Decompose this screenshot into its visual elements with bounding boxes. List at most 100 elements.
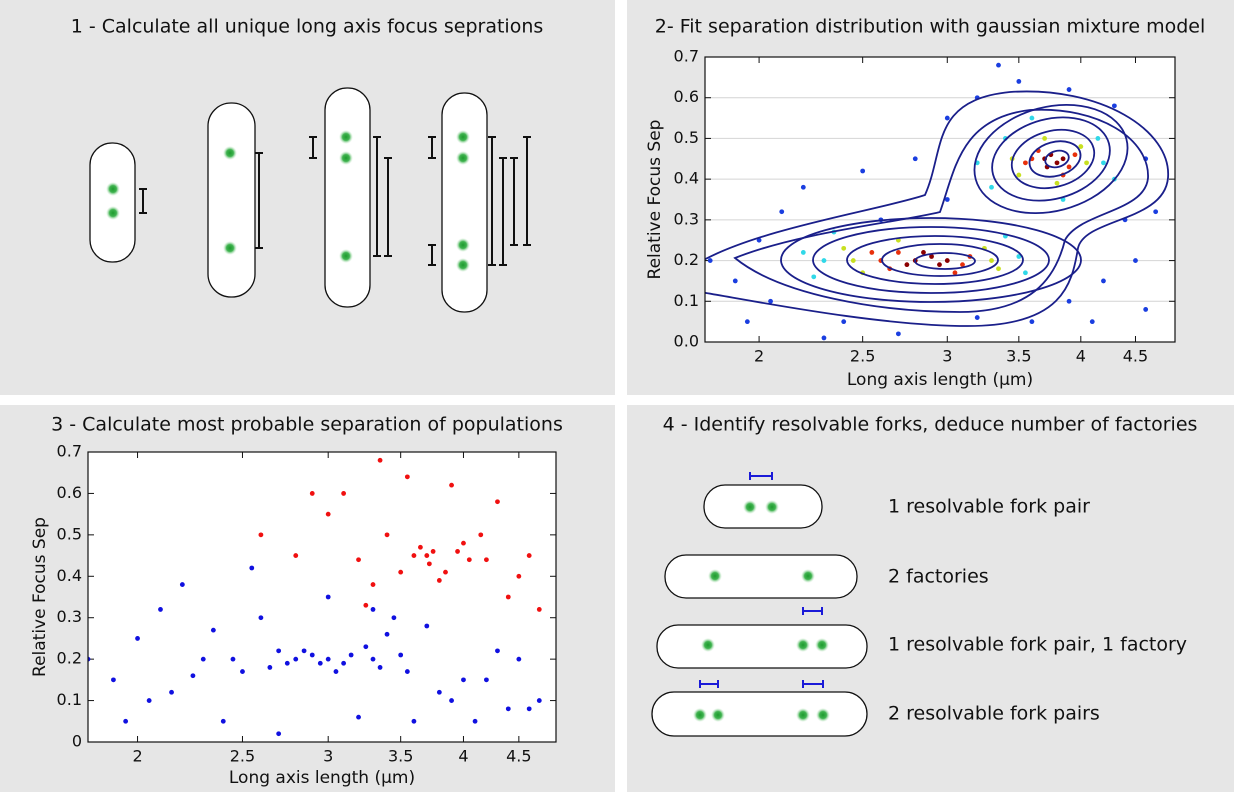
point: [944, 197, 950, 202]
y-tick-label: 0.0: [674, 332, 699, 351]
point: [398, 569, 404, 575]
point: [276, 648, 282, 654]
x-tick-label: 2.5: [850, 347, 875, 366]
point: [293, 553, 299, 558]
y-tick-label: 0.1: [57, 690, 82, 709]
point: [391, 615, 397, 621]
point: [1101, 160, 1106, 166]
point: [937, 262, 942, 268]
point: [1078, 144, 1084, 149]
point: [370, 607, 376, 612]
point: [258, 532, 264, 538]
point: [1042, 136, 1048, 141]
point: [921, 250, 926, 255]
y-tick-label: 0.4: [57, 566, 82, 585]
point: [841, 245, 847, 251]
point: [811, 274, 817, 280]
panel-title: 1 - Calculate all unique long axis focus…: [71, 16, 544, 38]
x-tick-label: 3: [323, 747, 333, 766]
x-tick-label: 2.5: [230, 747, 255, 766]
point: [325, 594, 331, 600]
point: [1029, 115, 1035, 121]
point: [258, 615, 264, 621]
x-tick-label: 3.5: [388, 747, 413, 766]
point: [944, 258, 950, 263]
point: [850, 258, 856, 263]
point: [1060, 156, 1066, 162]
point: [317, 660, 323, 666]
x-tick-label: 4: [1076, 347, 1086, 366]
x-tick-label: 4.5: [1123, 347, 1148, 366]
plot-area: [705, 57, 1175, 342]
point: [1066, 87, 1072, 92]
point: [860, 168, 866, 174]
point: [384, 631, 390, 637]
point: [1054, 180, 1060, 186]
point: [436, 689, 442, 695]
x-tick-label: 3.5: [1006, 347, 1031, 366]
point: [363, 602, 369, 608]
y-tick-label: 0.7: [57, 442, 82, 461]
point: [249, 565, 255, 571]
y-axis-label: Relative Focus Sep: [30, 517, 50, 677]
plot-frame: [704, 56, 1176, 343]
point: [484, 677, 489, 683]
plot-area: [88, 452, 556, 742]
point: [484, 557, 489, 563]
x-tick-label: 3: [942, 347, 952, 366]
point: [348, 652, 354, 658]
point: [418, 544, 423, 550]
y-tick-label: 0.7: [674, 47, 699, 66]
point: [1143, 307, 1149, 312]
point: [411, 718, 417, 724]
point: [800, 250, 806, 255]
point: [111, 677, 116, 683]
point: [996, 62, 1001, 68]
point: [169, 689, 174, 695]
point: [1084, 160, 1089, 166]
point: [1054, 160, 1060, 166]
point: [424, 623, 430, 629]
y-tick-label: 0.2: [674, 250, 699, 269]
point: [411, 553, 417, 558]
point: [356, 714, 361, 720]
point: [1111, 103, 1117, 109]
point: [443, 569, 448, 575]
x-axis-label: Long axis length (µm): [847, 370, 1033, 390]
point: [200, 656, 206, 662]
point: [912, 156, 918, 162]
cell-diagram: [651, 472, 868, 737]
item-label: 2 factories: [888, 566, 989, 588]
point: [1101, 278, 1106, 284]
point: [276, 731, 282, 737]
point: [505, 594, 511, 600]
point: [146, 698, 152, 703]
y-tick-label: 0.3: [57, 607, 82, 626]
point: [449, 482, 454, 488]
point: [210, 627, 216, 633]
point: [377, 665, 383, 670]
point: [536, 607, 542, 612]
y-axis-label: Relative Focus Sep: [645, 120, 665, 280]
point: [944, 115, 950, 121]
x-tick-label: 2: [132, 747, 142, 766]
point: [536, 698, 542, 703]
point: [1023, 160, 1028, 166]
point: [895, 250, 901, 255]
item-label: 1 resolvable fork pair, 1 factory: [888, 634, 1187, 656]
point: [430, 549, 436, 554]
y-tick-label: 0.3: [674, 209, 699, 228]
point: [869, 250, 875, 255]
point: [370, 656, 376, 662]
point: [309, 652, 315, 658]
point: [1089, 319, 1095, 325]
x-axis-label: Long axis length (µm): [229, 768, 415, 788]
point: [398, 652, 404, 658]
point: [1095, 136, 1101, 141]
point: [293, 656, 299, 662]
point: [516, 573, 522, 579]
point: [526, 553, 532, 558]
y-tick-label: 0.2: [57, 649, 82, 668]
point: [495, 648, 500, 654]
